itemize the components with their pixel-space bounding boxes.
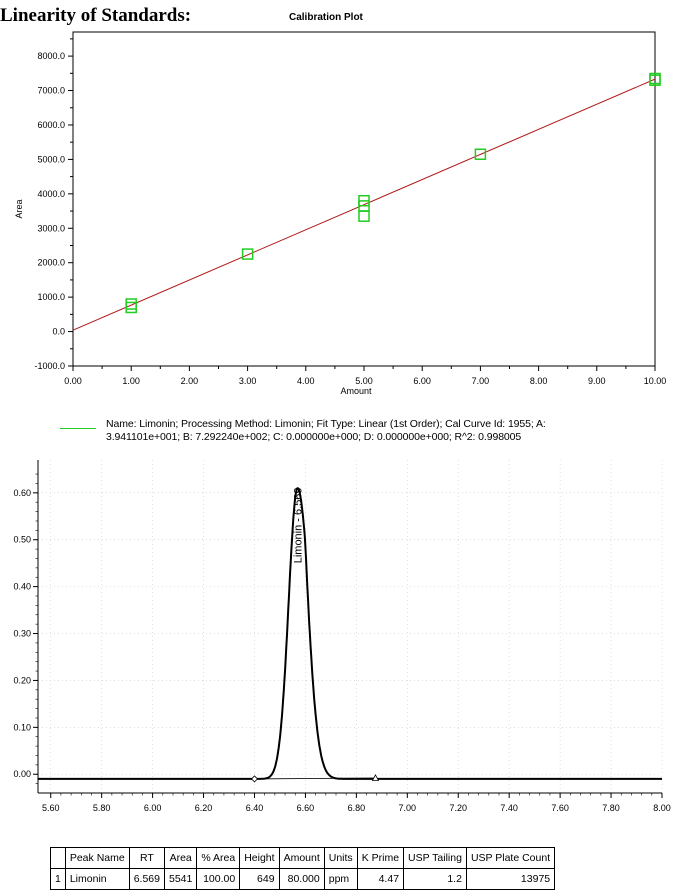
y-tick-label: 7000.0 <box>37 86 65 96</box>
x-tick-label: 6.80 <box>348 803 366 813</box>
peak-table-cell: ppm <box>323 868 358 890</box>
peak-table-header-cell: RT <box>128 847 165 869</box>
y-tick-label: 3000.0 <box>37 223 65 233</box>
x-tick-label: 4.00 <box>297 376 315 386</box>
peak-table-cell: 5541 <box>163 868 198 890</box>
peak-table-header-cell: Area <box>163 847 198 869</box>
plot-frame <box>72 31 656 367</box>
y-tick-label: 0.30 <box>13 629 31 639</box>
x-tick-label: 6.00 <box>144 803 162 813</box>
calibration-legend: Name: Limonin; Processing Method: Limoni… <box>106 418 666 444</box>
x-tick-label: 9.00 <box>588 376 606 386</box>
peak-table-cell: 649 <box>239 868 280 890</box>
calibration-plot-title: Calibration Plot <box>289 12 363 23</box>
peak-table-header-cell: USP Plate Count <box>465 847 556 869</box>
peak-label: Limonin - 6.569 <box>293 487 305 563</box>
y-tick-label: 0.60 <box>13 488 31 498</box>
x-tick-label: 7.20 <box>449 803 467 813</box>
y-tick-label: 0.40 <box>13 582 31 592</box>
peak-table-header-cell: % Area <box>196 847 241 869</box>
y-tick-label: 0.50 <box>13 535 31 545</box>
peak-table-header-cell: Height <box>239 847 280 869</box>
peak-table-cell: 13975 <box>465 868 556 890</box>
y-tick-label: 6000.0 <box>37 120 65 130</box>
peak-table-header-cell: Units <box>323 847 358 869</box>
x-tick-label: 5.60 <box>42 803 60 813</box>
data-point <box>474 148 487 160</box>
x-tick-label: 6.00 <box>413 376 431 386</box>
peak-start-marker <box>250 775 259 783</box>
peak-table-header-cell: Amount <box>278 847 325 869</box>
y-tick-label: 0.20 <box>13 675 31 685</box>
peak-table-cell: 100.00 <box>196 868 241 890</box>
x-tick-label: 6.20 <box>195 803 213 813</box>
x-tick-label: 5.00 <box>355 376 373 386</box>
page-heading: Linearity of Standards: <box>0 5 192 26</box>
legend-series-line <box>60 428 96 429</box>
x-tick-label: 6.60 <box>297 803 315 813</box>
y-tick-label: 4000.0 <box>37 189 65 199</box>
peak-table-cell: 1.2 <box>403 868 467 890</box>
x-tick-label: 3.00 <box>239 376 257 386</box>
data-point <box>649 72 661 85</box>
peak-table-cell: 1 <box>50 868 66 890</box>
y-tick-label: 8000.0 <box>37 51 65 61</box>
legend-line-2: 3.941101e+001; B: 7.292240e+002; C: 0.00… <box>106 431 522 443</box>
x-tick-label: 7.80 <box>602 803 620 813</box>
calibration-plot: 0.00 1.00 2.00 3.00 4.00 5.00 6.00 7.00 8.00 9.00… <box>14 31 667 396</box>
x-tick-label: 10.00 <box>644 376 667 386</box>
y-tick-label: 0.00 <box>13 769 31 779</box>
x-tick-label: 8.00 <box>530 376 548 386</box>
peak-table-cell: 4.47 <box>356 868 405 890</box>
peak-table-header-cell <box>50 847 66 869</box>
x-tick-label: 7.00 <box>399 803 417 813</box>
x-tick-label: 7.00 <box>472 376 490 386</box>
fit-line <box>72 78 656 331</box>
x-tick-label: 0.00 <box>64 376 82 386</box>
peak-table-header-row: Peak Name RT Area% Area Height Amount Units K … <box>50 847 556 869</box>
peak-table-header-cell: K Prime <box>356 847 405 869</box>
y-tick-label: 5000.0 <box>37 154 65 164</box>
peak-table: Peak Name RT Area% Area Height Amount Units K … <box>50 847 556 890</box>
data-point <box>125 298 137 310</box>
x-tick-label: 2.00 <box>181 376 199 386</box>
table-row: 1 Limonin 6.569 5541 100.00 649 80.000 ppm 4.47 1… <box>50 868 556 890</box>
peak-table-cell: 6.569 <box>128 868 165 890</box>
peak-baseline <box>254 777 376 780</box>
peak-table-header-cell: Peak Name <box>64 847 130 869</box>
peak-table-header-cell: USP Tailing <box>403 847 467 869</box>
x-tick-label: 7.60 <box>551 803 569 813</box>
x-tick-label: 7.40 <box>500 803 518 813</box>
y-tick-label: -1000.0 <box>34 361 65 371</box>
x-axis-label: Amount <box>340 386 372 396</box>
chromatogram-trace <box>38 487 662 780</box>
x-tick-label: 8.00 <box>653 803 671 813</box>
data-point <box>358 210 370 222</box>
y-tick-label: 0.0 <box>52 327 65 337</box>
data-point <box>241 248 254 260</box>
data-point <box>358 194 370 207</box>
peak-end-marker <box>371 774 380 781</box>
peak-table-cell: Limonin <box>64 868 130 890</box>
y-tick-label: 0.10 <box>13 722 31 732</box>
x-tick-label: 6.40 <box>246 803 264 813</box>
chromatogram: 5.60 5.80 6.00 6.20 6.40 6.60 6.80 7.00 7.20 7.40… <box>13 460 671 813</box>
x-tick-label: 1.00 <box>122 376 140 386</box>
y-axis-label: Area <box>14 199 24 218</box>
x-tick-label: 5.80 <box>93 803 111 813</box>
y-tick-label: 1000.0 <box>37 292 65 302</box>
peak-table-cell: 80.000 <box>278 868 325 890</box>
legend-line-1: Name: Limonin; Processing Method: Limoni… <box>106 418 546 430</box>
y-tick-label: 2000.0 <box>37 258 65 268</box>
